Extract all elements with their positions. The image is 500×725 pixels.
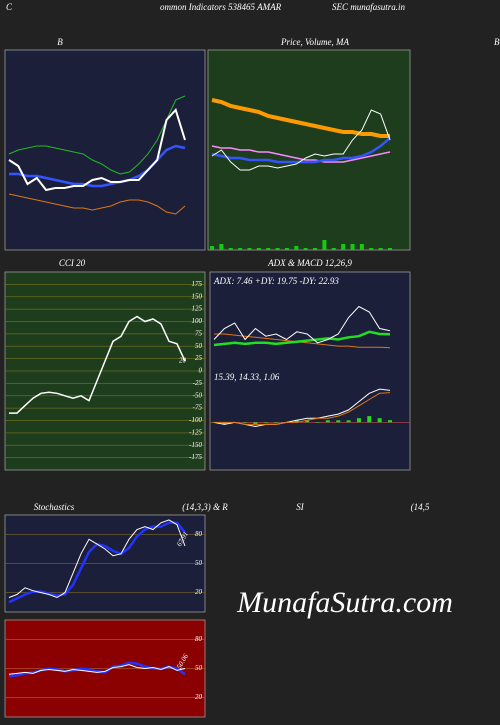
y-tick-label: -75 — [193, 404, 203, 412]
bar — [336, 420, 341, 423]
bar — [331, 248, 336, 250]
y-tick-label: 80 — [195, 635, 203, 643]
bar — [274, 422, 279, 423]
bar — [350, 244, 355, 250]
bar — [266, 248, 271, 250]
y-tick-label: -25 — [193, 379, 203, 387]
bar — [247, 248, 252, 250]
last-value-label: 20 — [179, 357, 187, 365]
y-tick-label: -125 — [189, 428, 202, 436]
series-line — [213, 305, 391, 344]
bar — [210, 246, 214, 250]
bar — [253, 422, 258, 425]
y-tick-label: 150 — [192, 292, 203, 300]
chart-title: Stochastics — [34, 502, 75, 512]
bar — [238, 248, 243, 250]
bar — [388, 248, 392, 250]
y-tick-label: -175 — [189, 453, 202, 461]
bar — [356, 418, 361, 423]
chart-subtitle: (14,3,3) & R — [182, 502, 228, 512]
series-line — [8, 664, 186, 675]
bar — [367, 416, 372, 423]
header-site: SEC munafasutra.in — [332, 2, 406, 12]
series-line — [211, 145, 391, 163]
bar — [378, 248, 383, 250]
bar — [346, 420, 351, 423]
bar — [377, 418, 382, 423]
header-c: C — [6, 2, 13, 12]
series-line — [8, 95, 186, 175]
y-tick-label: 75 — [195, 329, 203, 337]
chart-title: CCI 20 — [59, 258, 86, 268]
chart-title: Price, Volume, MA — [280, 37, 349, 47]
bar — [313, 248, 318, 250]
chart-title: ADX & MACD 12,26,9 — [267, 258, 352, 268]
y-tick-label: 125 — [192, 305, 203, 313]
bar — [275, 248, 280, 250]
series-line — [8, 193, 186, 215]
bar — [315, 422, 320, 423]
bar — [256, 248, 261, 250]
header-b: B — [494, 37, 500, 47]
series-line — [211, 109, 391, 171]
bar — [305, 420, 310, 423]
bar — [284, 248, 289, 250]
y-tick-label: -100 — [189, 416, 202, 424]
watermark: MunafaSutra.com — [236, 586, 453, 619]
bar — [359, 244, 364, 250]
series-line — [213, 330, 391, 347]
panel — [4, 49, 206, 251]
bar — [303, 248, 308, 250]
chart-title: SI — [296, 502, 305, 512]
chart-title: B — [57, 37, 63, 47]
panel — [209, 271, 411, 471]
y-tick-label: 0 — [199, 367, 203, 375]
bar — [369, 248, 374, 250]
bar — [222, 422, 227, 425]
series-line — [8, 108, 186, 192]
bar — [341, 244, 346, 250]
y-tick-label: 80 — [195, 530, 203, 538]
y-tick-label: 175 — [192, 280, 203, 288]
y-tick-label: 20 — [195, 693, 203, 701]
bar — [219, 244, 224, 250]
bar — [263, 422, 268, 423]
chart-subtitle: ADX: 7.46 +DY: 19.75 -DY: 22.93 — [213, 276, 339, 286]
series-line — [8, 519, 186, 599]
y-tick-label: 100 — [192, 317, 203, 325]
y-tick-label: 20 — [195, 588, 203, 596]
series-line — [9, 315, 186, 414]
bar — [294, 246, 299, 250]
series-line — [211, 137, 391, 164]
bar — [243, 422, 248, 423]
bar — [294, 420, 299, 423]
chart-subtitle: 15.39, 14.33, 1.06 — [214, 372, 280, 382]
y-tick-label: 50 — [195, 342, 203, 350]
y-tick-label: 50 — [195, 559, 203, 567]
series-line — [214, 392, 391, 425]
series-line — [211, 98, 390, 138]
y-tick-label: -150 — [189, 441, 202, 449]
bar — [388, 420, 392, 423]
y-tick-label: 50 — [195, 664, 203, 672]
bar — [228, 248, 233, 250]
bar — [325, 420, 330, 423]
y-tick-label: 25 — [195, 354, 203, 362]
chart-subtitle: (14,5 — [411, 502, 430, 512]
header-title: ommon Indicators 538465 AMAR — [160, 2, 282, 12]
y-tick-label: -50 — [193, 391, 203, 399]
bar — [322, 240, 327, 250]
